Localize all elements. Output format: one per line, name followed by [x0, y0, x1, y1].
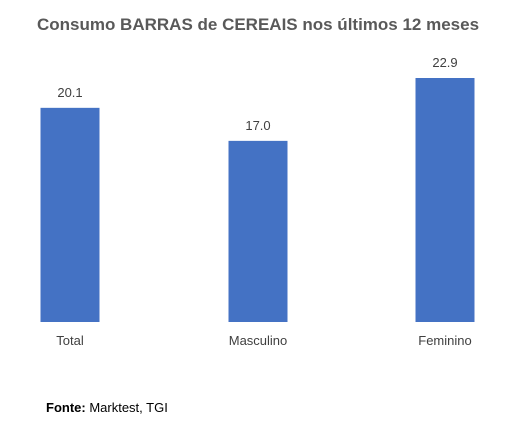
chart-title: Consumo BARRAS de CEREAIS nos últimos 12…: [37, 15, 479, 34]
value-label-total: 20.1: [57, 85, 82, 100]
source-note: Fonte: Marktest, TGI: [46, 400, 168, 415]
category-labels-group: Total Masculino Feminino: [56, 333, 471, 348]
bar-masculino: [228, 140, 288, 322]
value-labels-group: 20.1 17.0 22.9: [57, 55, 457, 133]
value-label-masculino: 17.0: [245, 118, 270, 133]
bars-group: [40, 78, 475, 322]
bar-total: [40, 107, 100, 322]
source-text: Marktest, TGI: [85, 400, 168, 415]
category-label-feminino: Feminino: [418, 333, 471, 348]
category-label-total: Total: [56, 333, 84, 348]
bar-feminino: [415, 78, 475, 322]
source-label: Fonte:: [46, 400, 86, 415]
category-label-masculino: Masculino: [229, 333, 288, 348]
value-label-feminino: 22.9: [432, 55, 457, 70]
